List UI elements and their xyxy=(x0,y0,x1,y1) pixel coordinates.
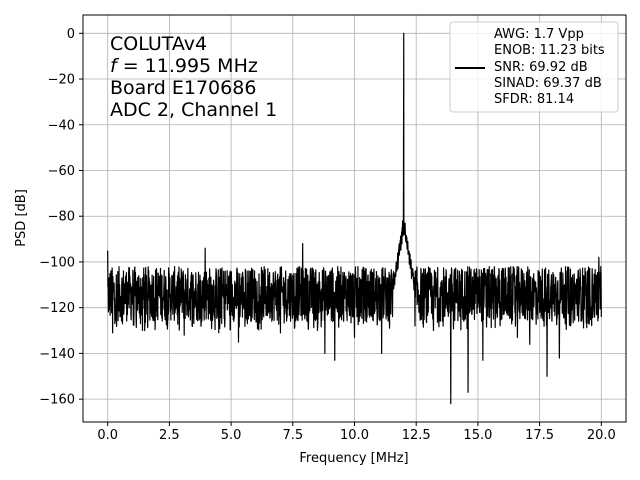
x-tick-label: 5.0 xyxy=(221,428,242,443)
psd-series xyxy=(107,32,602,405)
x-tick-label: 20.0 xyxy=(587,428,616,443)
legend-entry: ENOB: 11.23 bits xyxy=(494,43,605,58)
y-tick-label: −160 xyxy=(39,393,75,408)
y-tick-label: 0 xyxy=(67,27,75,42)
y-tick-label: −80 xyxy=(48,210,75,225)
x-tick-label: 17.5 xyxy=(525,428,554,443)
x-tick-label: 7.5 xyxy=(282,428,303,443)
y-tick-label: −40 xyxy=(48,118,75,133)
annotation-line-2: f = 11.995 MHz xyxy=(110,55,258,77)
x-tick-label: 0.0 xyxy=(97,428,118,443)
psd-trace xyxy=(107,32,602,405)
y-tick-label: −120 xyxy=(39,301,75,316)
y-tick-label: −140 xyxy=(39,347,75,362)
annotation-text: COLUTAv4 f = 11.995 MHz Board E170686 ADC… xyxy=(110,33,277,121)
x-tick-label: 15.0 xyxy=(463,428,492,443)
x-axis-ticks: 0.0 2.5 5.0 7.5 10.0 12.5 15.0 17.5 20.0 xyxy=(97,422,616,443)
y-tick-label: −100 xyxy=(39,255,75,270)
y-axis-ticks: 0 −20 −40 −60 −80 −100 −120 −140 −160 xyxy=(39,27,83,408)
annotation-line-3: Board E170686 xyxy=(110,77,256,99)
x-tick-label: 2.5 xyxy=(159,428,180,443)
legend-entry: AWG: 1.7 Vpp xyxy=(494,27,584,42)
x-tick-label: 12.5 xyxy=(402,428,431,443)
y-tick-label: −20 xyxy=(48,73,75,88)
y-tick-label: −60 xyxy=(48,164,75,179)
x-tick-label: 10.0 xyxy=(340,428,369,443)
legend: AWG: 1.7 Vpp ENOB: 11.23 bits SNR: 69.92… xyxy=(449,21,619,113)
annotation-frequency: = 11.995 MHz xyxy=(123,55,258,77)
legend-box xyxy=(449,21,619,113)
y-axis-label: PSD [dB] xyxy=(14,189,29,247)
annotation-f-symbol: f xyxy=(110,55,120,77)
annotation-line-1: COLUTAv4 xyxy=(110,33,207,55)
x-axis-label: Frequency [MHz] xyxy=(299,451,408,466)
annotation-line-4: ADC 2, Channel 1 xyxy=(110,99,277,121)
legend-entry: SNR: 69.92 dB xyxy=(494,60,588,75)
legend-entry: SFDR: 81.14 xyxy=(494,92,574,107)
legend-entry: SINAD: 69.37 dB xyxy=(494,76,602,91)
